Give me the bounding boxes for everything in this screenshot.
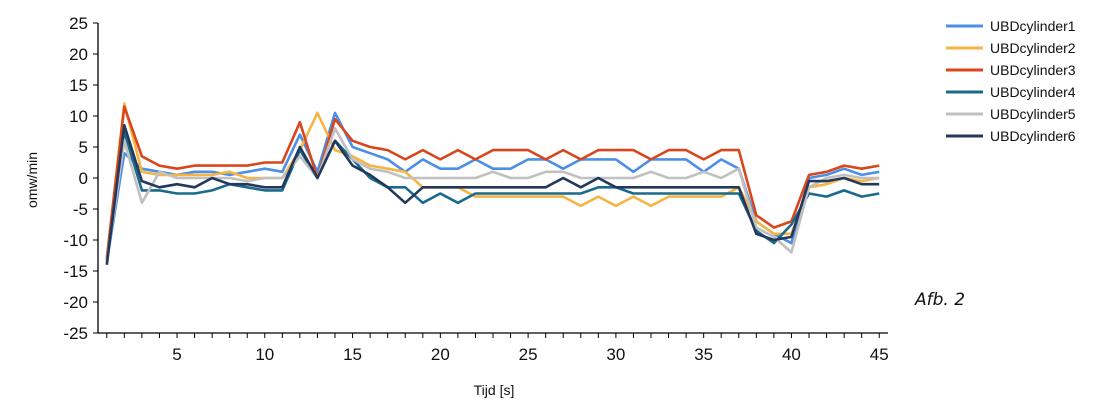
y-tick-label: 10	[69, 107, 88, 126]
x-tick-label: 15	[343, 345, 362, 364]
y-axis-title: omw/min	[24, 152, 40, 208]
x-tick-label: 5	[172, 345, 181, 364]
x-tick-label: 40	[782, 345, 801, 364]
x-tick-label: 10	[255, 345, 274, 364]
x-axis-title: Tijd [s]	[474, 382, 515, 398]
legend-label: UBDcylinder1	[990, 18, 1076, 34]
legend: UBDcylinder1 UBDcylinder2 UBDcylinder3 UBDc…	[946, 18, 1076, 144]
figure-caption: Afb. 2	[914, 290, 965, 310]
series-line-ubdcylinder5	[105, 127, 880, 262]
x-tick-label: 45	[870, 345, 889, 364]
series-lines	[105, 102, 880, 265]
legend-label: UBDcylinder2	[990, 40, 1076, 56]
y-tick-label: -5	[73, 200, 88, 219]
y-tick-label: 20	[69, 45, 88, 64]
legend-label: UBDcylinder6	[990, 128, 1076, 144]
y-tick-label: 15	[69, 76, 88, 95]
legend-label: UBDcylinder3	[990, 62, 1076, 78]
series-line-ubdcylinder6	[105, 124, 880, 265]
y-tick-label: -25	[63, 324, 88, 343]
y-tick-label: -10	[63, 231, 88, 250]
y-tick-label: -20	[63, 293, 88, 312]
x-tick-label: 35	[694, 345, 713, 364]
axes: 25 20 15 10 5 0 -5 -10 -15 -20 -25 5 10 15 20 25 30 35 40 4…	[63, 14, 888, 364]
y-tick-label: 0	[79, 169, 88, 188]
x-tick-label: 20	[431, 345, 450, 364]
y-tick-label: 25	[69, 14, 88, 33]
legend-label: UBDcylinder5	[990, 106, 1076, 122]
y-tick-label: -15	[63, 262, 88, 281]
legend-label: UBDcylinder4	[990, 84, 1076, 100]
series-line-ubdcylinder3	[105, 105, 880, 259]
y-tick-label: 5	[79, 138, 88, 157]
x-tick-label: 30	[606, 345, 625, 364]
x-tick-label: 25	[519, 345, 538, 364]
